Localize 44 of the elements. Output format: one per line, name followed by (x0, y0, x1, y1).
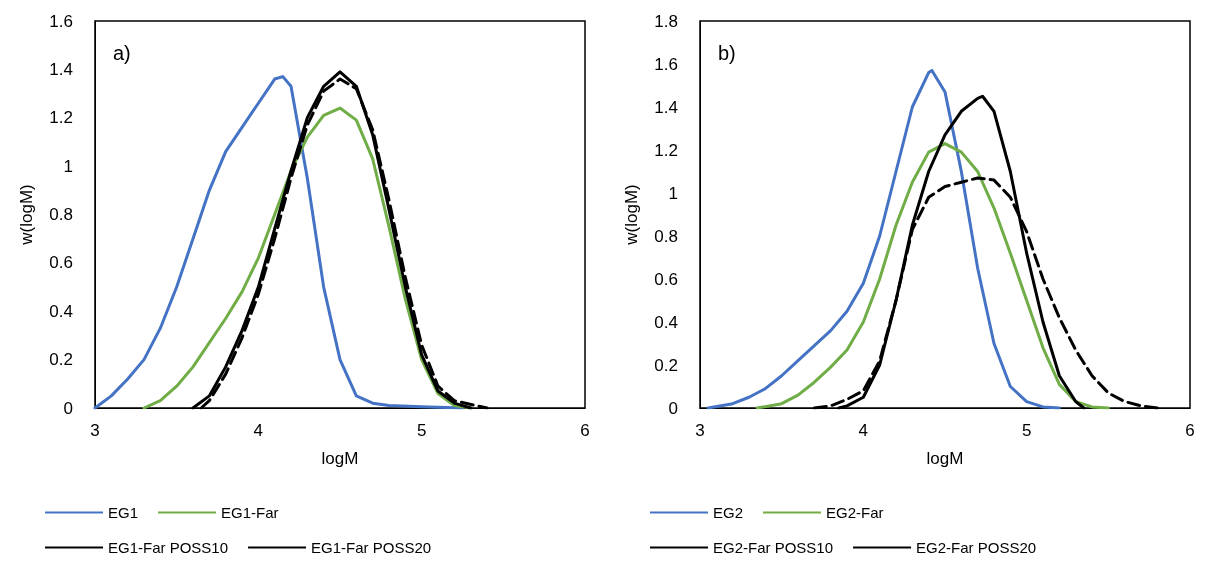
annotation: b) (718, 42, 736, 64)
x-axis-title: logM (926, 449, 964, 468)
y-tick-label: 0 (668, 398, 678, 418)
y-axis-title: w(logM) (622, 184, 641, 246)
legend-label: EG1-Far POSS20 (311, 539, 432, 556)
x-tick-label: 3 (90, 421, 100, 440)
x-tick-label: 4 (253, 421, 264, 440)
y-tick-label: 0.6 (49, 253, 73, 273)
legend-label: EG2-Far (826, 504, 884, 521)
y-tick-label: 1.4 (654, 97, 678, 117)
legend-label: EG1-Far POSS10 (108, 539, 229, 556)
y-tick-label: 1 (63, 156, 73, 176)
x-tick-label: 5 (1021, 421, 1032, 440)
y-tick-label: 1.2 (49, 108, 73, 128)
line-series (706, 68, 1061, 410)
legend-label: EG1-Far (221, 504, 279, 521)
x-tick-label: 6 (580, 421, 590, 440)
y-tick-label: 1.4 (49, 59, 73, 79)
y-tick-label: 1.6 (654, 54, 678, 74)
y-tick-label: 1.2 (654, 140, 678, 160)
y-tick-label: 0.8 (49, 205, 73, 224)
y-tick-label: 0.8 (654, 226, 678, 246)
y-tick-label: 1.6 (49, 11, 73, 31)
legend-label: EG2-Far POSS20 (916, 539, 1037, 556)
line-series (93, 75, 464, 410)
x-tick-label: 5 (416, 421, 427, 440)
y-tick-label: 1 (668, 183, 678, 203)
legend-label: EG2 (713, 504, 744, 521)
x-axis-title: logM (321, 449, 359, 468)
x-tick-label: 3 (695, 421, 705, 440)
y-tick-label: 0.4 (654, 312, 678, 332)
line-series (755, 142, 1110, 410)
x-tick-label: 4 (858, 421, 869, 440)
y-tick-label: 1.8 (654, 11, 678, 31)
y-tick-label: 0 (63, 398, 73, 418)
y-tick-label: 0.2 (654, 355, 678, 375)
legend-label: EG1 (108, 504, 139, 521)
legend-label: EG2-Far POSS10 (713, 539, 834, 556)
annotation: a) (113, 42, 131, 64)
y-tick-label: 0.6 (654, 269, 678, 289)
x-tick-label: 6 (1185, 421, 1195, 440)
y-tick-label: 0.2 (49, 350, 73, 370)
y-tick-label: 0.4 (49, 301, 73, 321)
y-axis-title: w(logM) (17, 184, 36, 246)
